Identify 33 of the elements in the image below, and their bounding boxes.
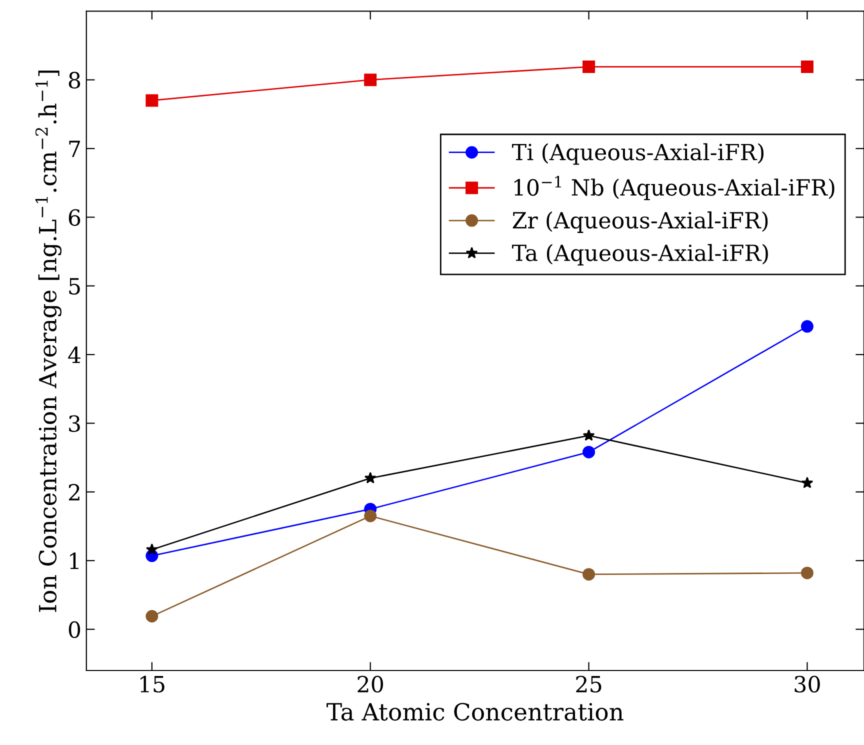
- point: [364, 472, 376, 484]
- y-tick-label: 5: [69, 278, 80, 295]
- legend-label: Zr (Aqueous-Axial-iFR): [512, 211, 768, 233]
- legend-label: Ti (Aqueous-Axial-iFR): [512, 143, 764, 165]
- point: [800, 320, 814, 333]
- point: [582, 446, 596, 458]
- point: [582, 568, 596, 581]
- y-tick-label: 7: [69, 140, 80, 157]
- x-axis-title: Ta Atomic Concentration: [326, 702, 624, 721]
- y-tick-label: 0: [68, 621, 80, 638]
- y-axis-title: Ion Concentration Average [ng.L$^{−1}$.cm$^{−2}$.h$^{−1}$]: [35, 70, 62, 612]
- y-tick-label: 3: [69, 415, 80, 432]
- point: [146, 94, 158, 107]
- x-tick-label: 25: [576, 676, 602, 693]
- point: [364, 510, 377, 522]
- y-tick-label: 1: [70, 552, 78, 570]
- point: [582, 429, 595, 441]
- y-tick-label: 4: [68, 346, 80, 364]
- x-tick-label: 30: [794, 676, 820, 693]
- x-tick-label: 15: [140, 676, 164, 693]
- point: [582, 60, 596, 74]
- y-tick-label: 8: [68, 72, 80, 89]
- legend-label: 10$^{−1}$ Nb (Aqueous-Axial-iFR): [514, 176, 834, 200]
- point: [800, 60, 814, 74]
- point: [146, 610, 158, 622]
- point: [800, 566, 814, 580]
- y-tick-label: 2: [68, 484, 80, 500]
- point: [146, 543, 158, 555]
- x-tick-label: 20: [358, 676, 384, 693]
- point: [364, 74, 377, 86]
- point: [801, 476, 814, 488]
- y-tick-label: 6: [68, 209, 80, 226]
- legend-label: Ta (Aqueous-Axial-iFR): [512, 244, 768, 266]
